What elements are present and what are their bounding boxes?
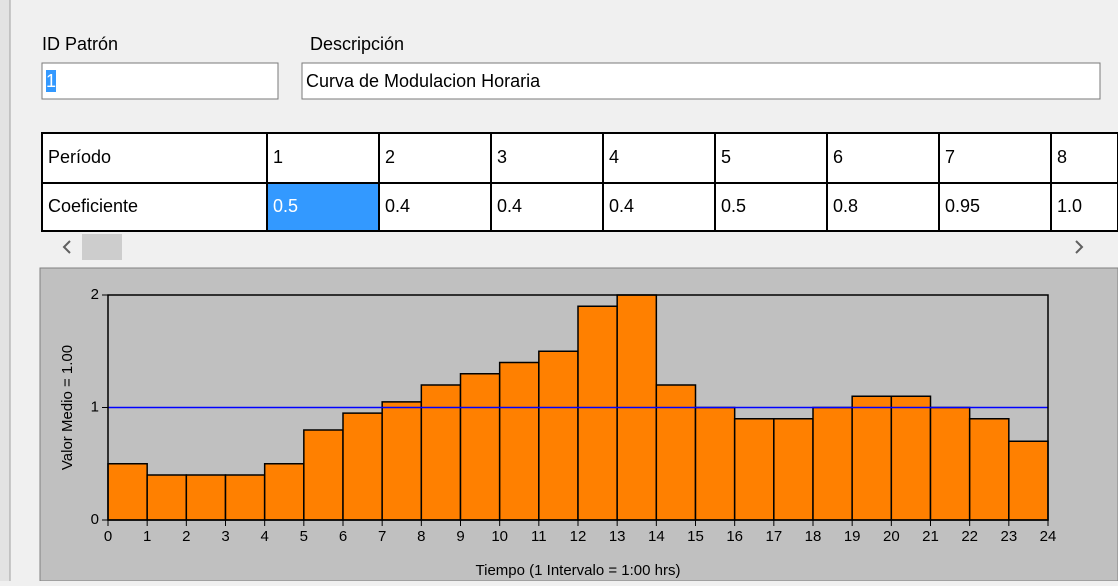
- x-tick-label: 20: [883, 528, 900, 545]
- table-cell: [266, 132, 380, 184]
- desc-label: Descripción: [310, 34, 404, 54]
- x-tick-label: 21: [922, 528, 939, 545]
- cell-text: 0.4: [497, 196, 522, 216]
- bar: [577, 305, 618, 521]
- y-tick-label: 2: [91, 286, 99, 303]
- cell-text: 0.4: [385, 196, 410, 216]
- table-cell: [826, 132, 940, 184]
- x-tick-label: 23: [1000, 528, 1017, 545]
- cell-text: Coeficiente: [48, 196, 138, 216]
- y-axis-label: Valor Medio = 1.00: [59, 345, 76, 470]
- cell-text: 8: [1057, 147, 1067, 167]
- table-cell: [1050, 182, 1118, 232]
- bar: [890, 395, 932, 521]
- y-tick-label: 0: [91, 511, 99, 528]
- bar: [107, 463, 148, 521]
- bar: [655, 384, 697, 521]
- id-input[interactable]: [41, 62, 279, 100]
- scroll-thumb[interactable]: [82, 234, 122, 260]
- x-tick-label: 18: [805, 528, 822, 545]
- x-tick-label: 10: [491, 528, 508, 545]
- table-cell: [41, 182, 268, 232]
- bar: [420, 384, 462, 521]
- scrollbar[interactable]: [42, 232, 1118, 262]
- y-tick-label: 1: [91, 398, 99, 415]
- x-tick-label: 8: [417, 528, 425, 545]
- bar: [694, 406, 736, 521]
- cell-text: 0.4: [609, 196, 634, 216]
- x-tick-label: 14: [648, 528, 665, 545]
- cell-text: Período: [48, 147, 111, 167]
- x-tick-label: 17: [765, 528, 782, 545]
- bar: [498, 361, 540, 521]
- cell-text: 6: [833, 147, 843, 167]
- bar: [851, 395, 893, 521]
- cell-text: 3: [497, 147, 507, 167]
- desc-input[interactable]: [301, 62, 1101, 100]
- bar: [929, 406, 971, 521]
- table-cell: [378, 132, 492, 184]
- bar: [146, 474, 188, 521]
- selection: [46, 70, 56, 92]
- cell-text: 5: [721, 147, 731, 167]
- bar: [733, 418, 775, 521]
- x-tick-label: 0: [104, 528, 112, 545]
- scroll-left[interactable]: [62, 240, 71, 254]
- bar: [303, 429, 344, 521]
- table-cell: [826, 182, 940, 232]
- table-cell: [938, 132, 1052, 184]
- bar: [1008, 440, 1049, 521]
- x-tick-label: 2: [182, 528, 190, 545]
- x-tick-label: 11: [531, 528, 547, 545]
- bar: [773, 418, 814, 521]
- bar: [381, 401, 423, 521]
- x-tick-label: 5: [300, 528, 308, 545]
- cell-text: 7: [945, 147, 955, 167]
- x-tick-label: 15: [687, 528, 704, 545]
- x-tick-label: 1: [143, 528, 151, 545]
- x-tick-label: 6: [339, 528, 347, 545]
- cell-text: 4: [609, 147, 619, 167]
- id-label: ID Patrón: [42, 34, 118, 54]
- cell-text: 1.0: [1057, 196, 1082, 216]
- cell-text: 2: [385, 147, 395, 167]
- bar: [812, 406, 853, 521]
- bar: [185, 474, 227, 521]
- bar: [459, 373, 501, 521]
- table-cell: [378, 182, 492, 232]
- bar: [263, 463, 305, 521]
- scroll-right[interactable]: [1075, 240, 1084, 254]
- cell-text: 0.5: [721, 196, 746, 216]
- bar: [342, 412, 383, 521]
- id-value: 1: [46, 71, 56, 91]
- bar: [538, 350, 579, 521]
- x-tick-label: 19: [844, 528, 861, 545]
- left-border: [0, 0, 10, 581]
- cell-text: 0.8: [833, 196, 858, 216]
- table-cell: [714, 132, 828, 184]
- x-tick-label: 22: [961, 528, 978, 545]
- table-cell: [938, 182, 1052, 232]
- x-axis-label: Tiempo (1 Intervalo = 1:00 hrs): [476, 562, 681, 579]
- x-tick-label: 3: [221, 528, 229, 545]
- desc-value: Curva de Modulacion Horaria: [306, 71, 541, 91]
- x-tick-label: 24: [1040, 528, 1057, 545]
- cell-text: 0.95: [945, 196, 980, 216]
- x-tick-label: 9: [456, 528, 464, 545]
- x-tick-label: 7: [378, 528, 386, 545]
- x-tick-label: 13: [609, 528, 626, 545]
- table-cell: [1050, 132, 1118, 184]
- x-tick-label: 4: [260, 528, 268, 545]
- table-cell: [490, 132, 604, 184]
- bar: [224, 474, 266, 521]
- cell-text: 1: [273, 147, 283, 167]
- bar: [968, 418, 1010, 521]
- table-cell: [602, 132, 716, 184]
- cell-text: 0.5: [273, 196, 298, 216]
- x-tick-label: 12: [570, 528, 587, 545]
- x-tick-label: 16: [726, 528, 743, 545]
